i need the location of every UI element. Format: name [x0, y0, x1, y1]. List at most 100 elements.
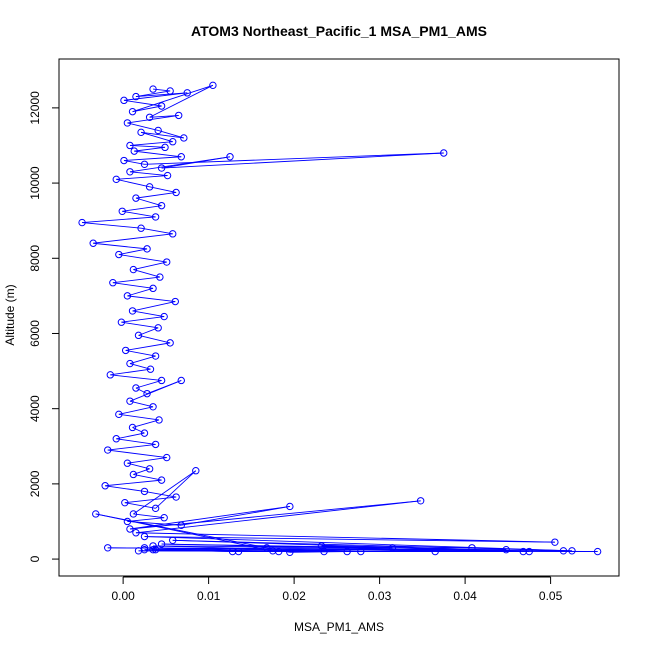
data-point: [568, 547, 576, 555]
data-point: [149, 542, 157, 550]
series-segment: [134, 146, 166, 152]
series-segment: [110, 368, 151, 376]
data-point: [440, 149, 448, 157]
data-point: [137, 224, 145, 232]
series-segment: [129, 505, 290, 530]
data-point: [126, 141, 134, 150]
series-segment: [123, 99, 162, 107]
y-tick-label: 6000: [28, 320, 42, 347]
data-point: [121, 498, 129, 507]
x-tick-label: 0.05: [539, 589, 563, 603]
data-point: [163, 171, 172, 180]
data-point: [172, 188, 180, 197]
series-segment: [155, 470, 197, 509]
series-segment: [135, 197, 162, 207]
x-tick-label: 0.00: [111, 589, 135, 603]
series-segment: [121, 316, 165, 323]
series-segment: [140, 227, 173, 235]
data-point: [263, 544, 271, 552]
data-point: [157, 476, 166, 484]
data-point: [180, 134, 188, 142]
series-segment: [107, 449, 167, 459]
data-point: [132, 194, 140, 202]
data-point: [104, 446, 112, 454]
data-point: [89, 239, 97, 247]
data-point: [115, 410, 123, 419]
series-segment: [133, 269, 161, 278]
data-point: [78, 218, 86, 227]
data-point: [177, 153, 185, 161]
x-axis-label: MSA_PM1_AMS: [294, 620, 384, 634]
x-tick-label: 0.04: [453, 589, 477, 603]
series-segment: [116, 178, 150, 188]
series-segment: [153, 549, 233, 553]
series-segment: [132, 419, 160, 428]
y-tick-label: 4000: [28, 395, 42, 422]
data-point: [357, 547, 365, 556]
data-point: [151, 504, 160, 513]
series-segment: [153, 547, 267, 551]
series-segment: [105, 485, 145, 492]
data-point: [126, 397, 134, 405]
data-point: [343, 547, 351, 556]
series-segment: [116, 175, 168, 180]
data-point: [126, 359, 134, 368]
y-axis-label: Altitude (m): [3, 284, 17, 345]
series-segment: [124, 496, 177, 504]
data-point: [126, 168, 134, 176]
data-point: [155, 416, 163, 424]
series-segment: [135, 387, 148, 395]
data-point: [117, 318, 126, 326]
data-point: [151, 213, 160, 221]
series-segment: [132, 301, 176, 312]
data-point: [169, 536, 177, 544]
data-point: [551, 538, 559, 546]
series-segment: [122, 205, 162, 212]
data-point: [166, 339, 174, 347]
data-point: [129, 510, 138, 518]
series-segment: [132, 310, 165, 318]
y-tick-label: 12000: [28, 91, 42, 125]
series-segment: [132, 84, 214, 113]
data-point: [228, 547, 237, 556]
data-point: [123, 119, 132, 127]
data-point: [109, 279, 117, 287]
data-point: [120, 96, 128, 105]
data-point: [146, 365, 155, 373]
series-segment: [125, 342, 171, 351]
data-point: [140, 160, 149, 168]
y-tick-label: 8000: [28, 245, 42, 272]
series-segment: [135, 532, 555, 543]
data-point: [559, 547, 568, 555]
series-points: [78, 81, 602, 557]
series-segment: [123, 156, 182, 161]
data-point: [104, 544, 112, 552]
series-segment: [144, 490, 177, 498]
data-point: [388, 544, 397, 552]
series-segment: [122, 210, 156, 218]
data-point: [128, 423, 137, 432]
data-point: [172, 493, 180, 501]
data-point: [151, 352, 160, 360]
data-point: [130, 147, 138, 155]
data-point: [151, 440, 160, 449]
series-segment: [116, 438, 156, 445]
data-point: [121, 346, 130, 355]
data-point: [101, 482, 109, 490]
data-point: [140, 544, 149, 552]
data-point: [123, 517, 132, 526]
data-point: [126, 525, 134, 533]
data-point: [286, 548, 294, 557]
data-point: [140, 429, 149, 437]
series-segment: [134, 150, 182, 158]
data-point: [140, 532, 149, 541]
data-point: [163, 453, 171, 462]
data-point: [112, 435, 120, 443]
data-point: [166, 87, 174, 95]
data-point: [154, 126, 162, 135]
data-point: [154, 324, 162, 332]
data-point: [157, 102, 166, 110]
series-segment: [116, 432, 145, 440]
data-point: [593, 547, 602, 556]
plot-frame: [58, 58, 620, 577]
